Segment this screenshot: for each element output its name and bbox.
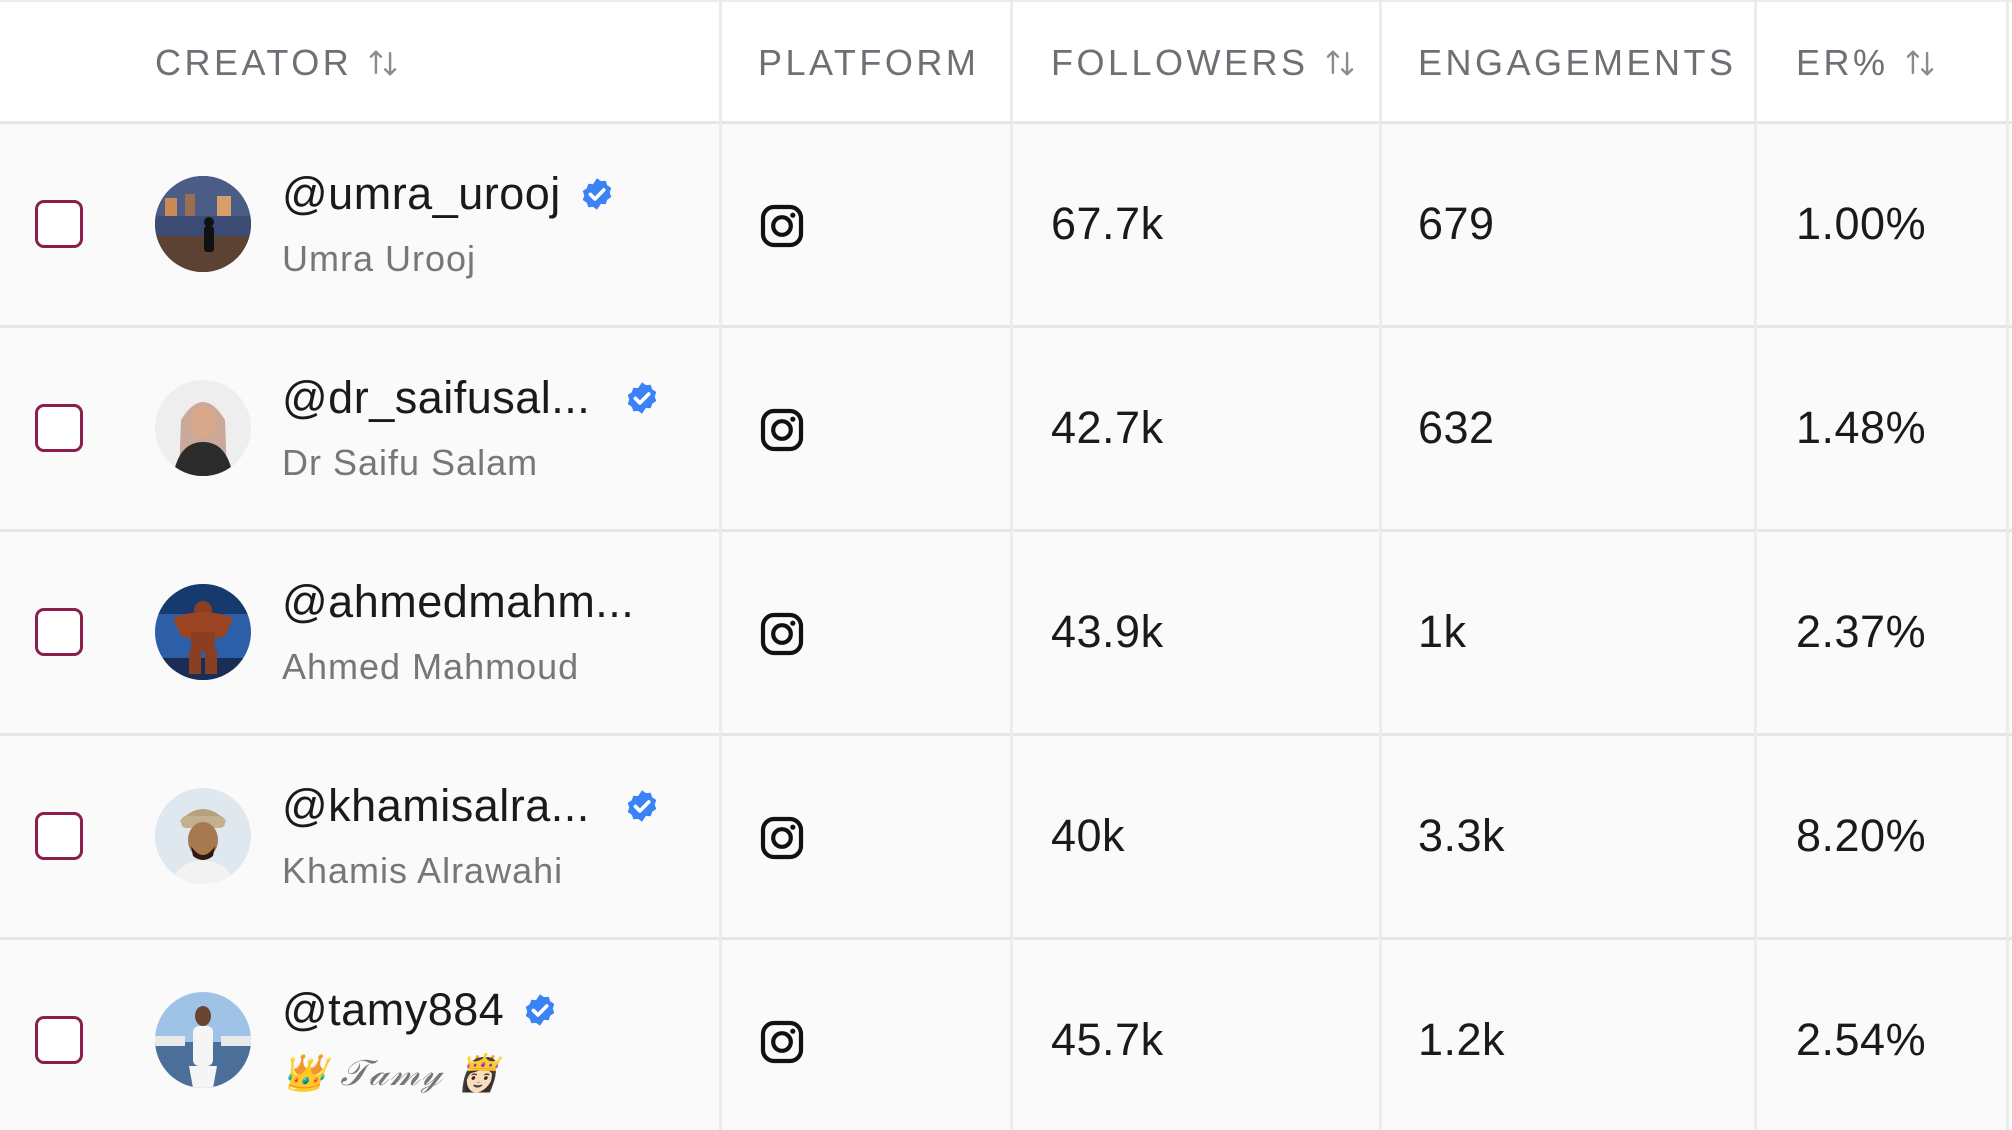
row-checkbox[interactable]: [35, 200, 83, 248]
column-divider: [1379, 0, 1382, 1130]
avatar[interactable]: [155, 380, 251, 476]
column-divider: [719, 0, 722, 1130]
er-value: 2.37%: [1796, 606, 1927, 657]
column-divider: [1754, 0, 1757, 1130]
engagements-value: 1k: [1418, 606, 1467, 657]
verified-badge-icon: [522, 992, 558, 1028]
avatar[interactable]: [155, 788, 251, 884]
creator-handle-text[interactable]: @dr_saifusal...: [282, 372, 591, 423]
avatar[interactable]: [155, 992, 251, 1088]
er-value: 1.00%: [1796, 198, 1927, 249]
table-row[interactable]: @dr_saifusal... Dr Saifu Salam 42.7k 632…: [0, 328, 2012, 532]
column-header-engagements: ENGAGEMENTS: [1418, 2, 1737, 123]
table-header: CREATOR PLATFORM FOLLOWERS ENGAGEMENTS E…: [0, 0, 2012, 124]
creator-handle-text[interactable]: @umra_urooj: [282, 168, 561, 219]
column-header-followers[interactable]: FOLLOWERS: [1051, 2, 1357, 123]
er-value: 8.20%: [1796, 810, 1927, 861]
engagements-value: 3.3k: [1418, 810, 1506, 861]
column-header-er[interactable]: ER%: [1796, 2, 1937, 123]
column-header-platform-label: PLATFORM: [758, 41, 980, 83]
engagements-value: 632: [1418, 402, 1495, 453]
column-header-creator[interactable]: CREATOR: [155, 2, 400, 123]
instagram-icon: [758, 1018, 806, 1066]
row-checkbox[interactable]: [35, 812, 83, 860]
er-value: 2.54%: [1796, 1014, 1927, 1065]
engagements-value: 679: [1418, 198, 1495, 249]
creator-handle-text[interactable]: @ahmedmahm...: [282, 576, 635, 627]
followers-value: 45.7k: [1051, 1014, 1164, 1065]
instagram-icon: [758, 406, 806, 454]
table-row[interactable]: @khamisalra... Khamis Alrawahi 40k 3.3k …: [0, 736, 2012, 940]
creator-handle[interactable]: @ahmedmahm...: [282, 576, 634, 628]
instagram-icon: [758, 814, 806, 862]
sort-icon[interactable]: [1903, 46, 1937, 80]
creator-handle[interactable]: @khamisalra...: [282, 780, 660, 832]
followers-value: 43.9k: [1051, 606, 1164, 657]
creator-handle[interactable]: @tamy884: [282, 984, 558, 1036]
followers-value: 67.7k: [1051, 198, 1164, 249]
row-checkbox[interactable]: [35, 404, 83, 452]
creator-handle-text[interactable]: @tamy884: [282, 984, 505, 1035]
verified-badge-icon: [624, 788, 660, 824]
creator-name: Dr Saifu Salam: [282, 442, 539, 483]
creator-name: 👑 𝒯𝒶𝓂𝓎 👸🏻: [282, 1053, 502, 1094]
verified-badge-icon: [624, 380, 660, 416]
creator-handle[interactable]: @umra_urooj: [282, 168, 615, 220]
table-row[interactable]: @tamy884 👑 𝒯𝒶𝓂𝓎 👸🏻 45.7k 1.2k 2.54%: [0, 940, 2012, 1130]
avatar[interactable]: [155, 176, 251, 272]
row-checkbox[interactable]: [35, 1016, 83, 1064]
engagements-value: 1.2k: [1418, 1014, 1506, 1065]
instagram-icon: [758, 202, 806, 250]
followers-value: 42.7k: [1051, 402, 1164, 453]
column-header-er-label: ER%: [1796, 41, 1889, 83]
row-checkbox[interactable]: [35, 608, 83, 656]
er-value: 1.48%: [1796, 402, 1927, 453]
sort-icon[interactable]: [366, 46, 400, 80]
column-header-engagements-label: ENGAGEMENTS: [1418, 41, 1737, 83]
instagram-icon: [758, 610, 806, 658]
sort-icon[interactable]: [1323, 46, 1357, 80]
creator-handle[interactable]: @dr_saifusal...: [282, 372, 660, 424]
creator-name: Umra Urooj: [282, 238, 477, 279]
column-header-creator-label: CREATOR: [155, 41, 353, 83]
table-row[interactable]: @umra_urooj Umra Urooj 67.7k 679 1.00%: [0, 124, 2012, 328]
column-divider: [1010, 0, 1013, 1130]
avatar[interactable]: [155, 584, 251, 680]
followers-value: 40k: [1051, 810, 1126, 861]
table-row[interactable]: @ahmedmahm... Ahmed Mahmoud 43.9k 1k 2.3…: [0, 532, 2012, 736]
column-header-followers-label: FOLLOWERS: [1051, 41, 1309, 83]
creator-name: Khamis Alrawahi: [282, 850, 564, 891]
creator-handle-text[interactable]: @khamisalra...: [282, 780, 590, 831]
column-header-platform: PLATFORM: [758, 2, 979, 123]
verified-badge-icon: [579, 176, 615, 212]
creator-name: Ahmed Mahmoud: [282, 646, 580, 687]
column-divider: [2006, 0, 2009, 1130]
